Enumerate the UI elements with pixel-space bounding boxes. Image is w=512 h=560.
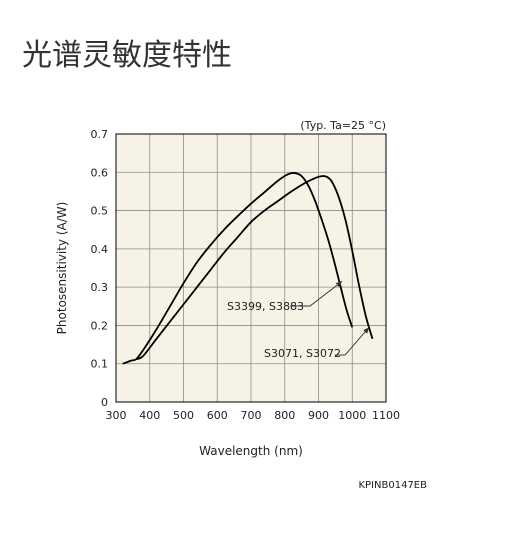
x-tick-label: 700 (241, 409, 262, 422)
x-tick-label: 600 (207, 409, 228, 422)
x-axis-label: Wavelength (nm) (199, 444, 303, 458)
x-tick-label: 300 (106, 409, 127, 422)
y-tick-label: 0.7 (91, 128, 109, 141)
series-line-s3071-s3072 (135, 175, 374, 360)
plot-frame (115, 133, 387, 403)
x-tick-label: 400 (139, 409, 160, 422)
x-tick-label: 900 (308, 409, 329, 422)
grid-lines (116, 134, 386, 402)
annotation-leader-line (335, 327, 370, 356)
page-title: 光谱灵敏度特性 (22, 38, 232, 73)
x-tick-label: 1100 (372, 409, 400, 422)
y-tick-label: 0.4 (91, 243, 109, 256)
series-layer (122, 172, 374, 365)
axis-layer: 300 400 500 600 700 800 900 1000 1100 0 0.1 0.2 0.3 0… (91, 128, 401, 422)
x-tick-label: 1000 (338, 409, 366, 422)
y-tick-label: 0.5 (91, 205, 109, 218)
annotation-arrowhead (363, 327, 370, 334)
y-tick-label: 0.6 (91, 166, 109, 179)
x-tick-label: 500 (173, 409, 194, 422)
y-tick-label: 0.3 (91, 281, 109, 294)
condition-note: (Typ. Ta=25 °C) (300, 119, 386, 132)
figure-code: KPINB0147EB (358, 480, 427, 491)
series-line-s3399-s3883 (122, 172, 354, 365)
annotation-leader-line (290, 281, 343, 307)
annotation-s3399-s3883: S3399, S3883 (227, 300, 304, 313)
y-tick-label: 0 (101, 396, 108, 409)
y-tick-label: 0.2 (91, 319, 109, 332)
y-axis-label: Photosensitivity (A/W) (55, 202, 69, 335)
annotation-s3071-s3072: S3071, S3072 (264, 347, 341, 360)
annotation-layer: S3399, S3883 S3071, S3072 (227, 281, 370, 360)
y-tick-label: 0.1 (91, 358, 109, 371)
x-tick-label: 800 (274, 409, 295, 422)
annotation-arrowhead (335, 281, 343, 288)
